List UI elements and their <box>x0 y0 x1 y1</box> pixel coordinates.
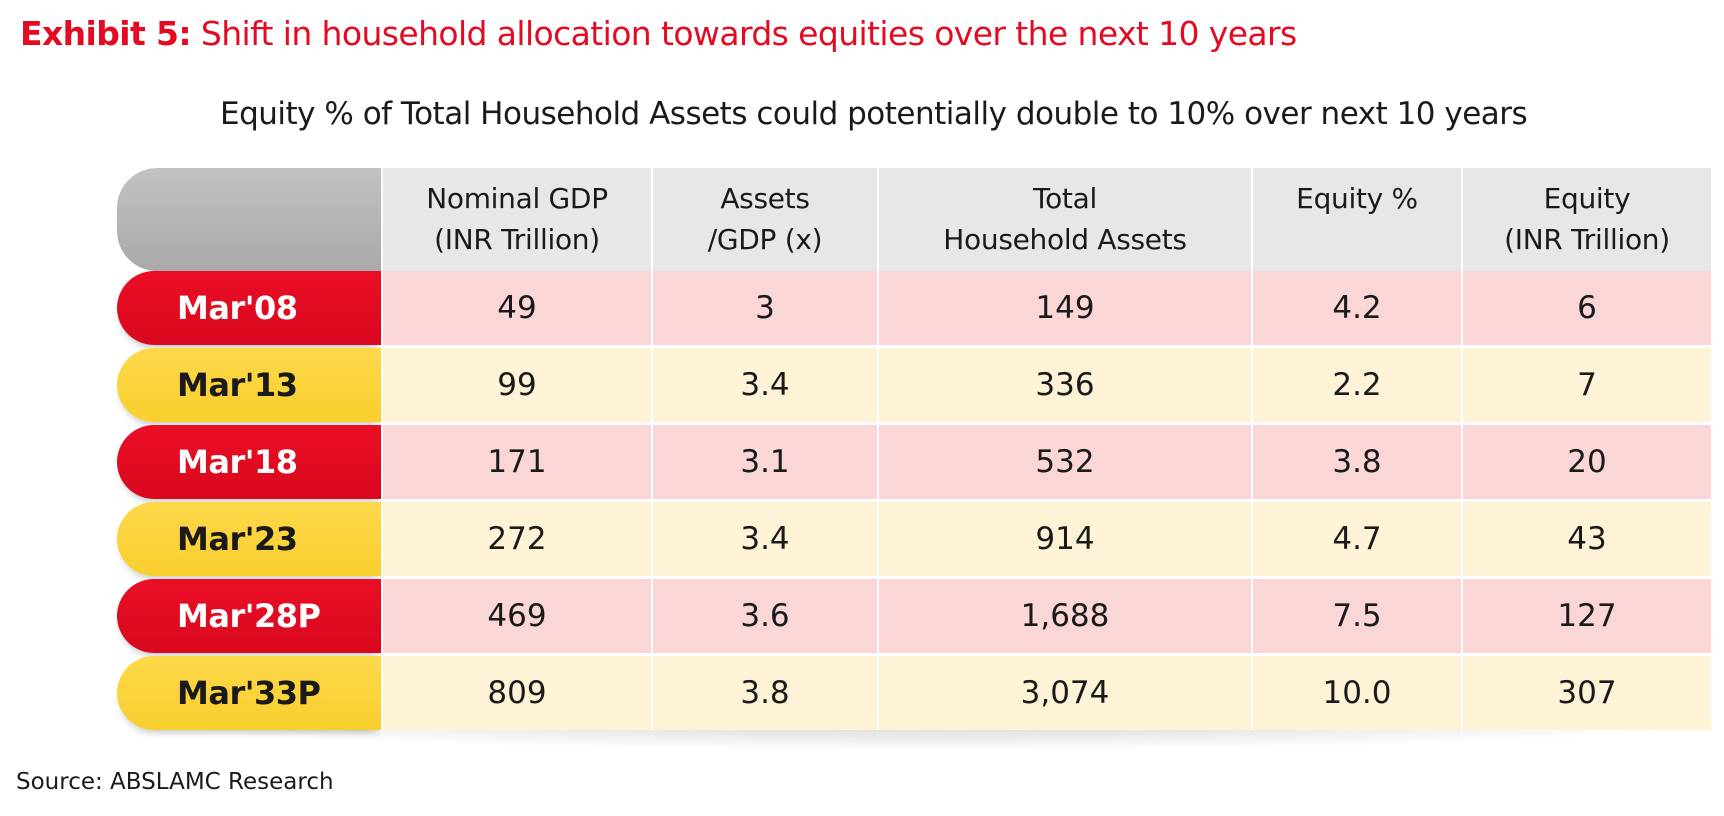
cell-total-household-assets: 914 <box>877 502 1251 576</box>
row-label: Mar'28P <box>117 579 381 653</box>
table-row: Mar'18 171 3.1 532 3.8 20 <box>117 425 1711 499</box>
header-line-2: (INR Trillion) <box>434 223 600 256</box>
cell-assets-gdp: 3.4 <box>651 348 877 422</box>
cell-total-household-assets: 532 <box>877 425 1251 499</box>
header-total-household-assets: Total Household Assets <box>877 168 1251 271</box>
cell-total-household-assets: 149 <box>877 271 1251 345</box>
table-row: Mar'28P 469 3.6 1,688 7.5 127 <box>117 579 1711 653</box>
source-note: Source: ABSLAMC Research <box>16 769 334 795</box>
cell-equity-inr: 307 <box>1461 656 1711 730</box>
header-nominal-gdp: Nominal GDP (INR Trillion) <box>381 168 651 271</box>
cell-assets-gdp: 3.8 <box>651 656 877 730</box>
cell-equity-inr: 20 <box>1461 425 1711 499</box>
row-label: Mar'23 <box>117 502 381 576</box>
exhibit-title: Exhibit 5: Shift in household allocation… <box>20 14 1297 53</box>
cell-nominal-gdp: 99 <box>381 348 651 422</box>
cell-equity-percent: 4.2 <box>1251 271 1461 345</box>
header-line-1: Nominal GDP <box>426 182 608 215</box>
cell-total-household-assets: 3,074 <box>877 656 1251 730</box>
header-line-1: Equity <box>1543 182 1631 215</box>
cell-nominal-gdp: 809 <box>381 656 651 730</box>
table-row: Mar'23 272 3.4 914 4.7 43 <box>117 502 1711 576</box>
cell-assets-gdp: 3.4 <box>651 502 877 576</box>
cell-equity-inr: 43 <box>1461 502 1711 576</box>
table-corner-cell <box>117 168 381 271</box>
row-label: Mar'18 <box>117 425 381 499</box>
header-equity-inr: Equity (INR Trillion) <box>1461 168 1711 271</box>
cell-assets-gdp: 3 <box>651 271 877 345</box>
header-line-1: Equity % <box>1296 182 1418 215</box>
header-line-1: Total <box>1033 182 1097 215</box>
row-label: Mar'33P <box>117 656 381 730</box>
table-header-row: Nominal GDP (INR Trillion) Assets /GDP (… <box>117 168 1711 271</box>
header-line-2: Household Assets <box>943 223 1187 256</box>
cell-equity-percent: 4.7 <box>1251 502 1461 576</box>
cell-equity-percent: 7.5 <box>1251 579 1461 653</box>
data-table: Nominal GDP (INR Trillion) Assets /GDP (… <box>117 168 1711 751</box>
exhibit-number: Exhibit 5: <box>20 14 192 53</box>
cell-equity-inr: 6 <box>1461 271 1711 345</box>
cell-nominal-gdp: 171 <box>381 425 651 499</box>
header-line-2: /GDP (x) <box>707 223 823 256</box>
table-row: Mar'08 49 3 149 4.2 6 <box>117 271 1711 345</box>
row-label: Mar'13 <box>117 348 381 422</box>
header-assets-gdp: Assets /GDP (x) <box>651 168 877 271</box>
header-line-1: Assets <box>720 182 810 215</box>
table-row: Mar'33P 809 3.8 3,074 10.0 307 <box>117 656 1711 730</box>
cell-equity-percent: 2.2 <box>1251 348 1461 422</box>
cell-equity-inr: 127 <box>1461 579 1711 653</box>
cell-equity-percent: 10.0 <box>1251 656 1461 730</box>
exhibit-title-text: Shift in household allocation towards eq… <box>191 14 1297 53</box>
row-label: Mar'08 <box>117 271 381 345</box>
cell-assets-gdp: 3.6 <box>651 579 877 653</box>
table-row: Mar'13 99 3.4 336 2.2 7 <box>117 348 1711 422</box>
cell-total-household-assets: 1,688 <box>877 579 1251 653</box>
table-title: Equity % of Total Household Assets could… <box>220 96 1528 132</box>
cell-nominal-gdp: 469 <box>381 579 651 653</box>
cell-nominal-gdp: 272 <box>381 502 651 576</box>
cell-assets-gdp: 3.1 <box>651 425 877 499</box>
header-line-2: (INR Trillion) <box>1504 223 1670 256</box>
cell-equity-percent: 3.8 <box>1251 425 1461 499</box>
cell-equity-inr: 7 <box>1461 348 1711 422</box>
header-equity-percent: Equity % <box>1251 168 1461 271</box>
cell-total-household-assets: 336 <box>877 348 1251 422</box>
cell-nominal-gdp: 49 <box>381 271 651 345</box>
